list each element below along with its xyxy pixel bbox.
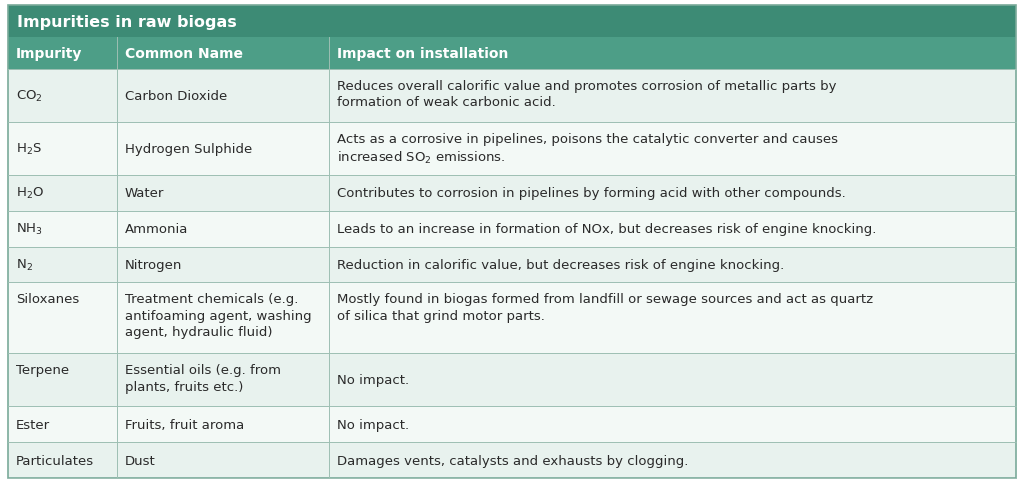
Text: Terpene: Terpene [16,363,70,377]
Bar [8,211,1016,247]
Bar [8,353,1016,406]
Bar [8,175,1016,211]
Text: N$_2$: N$_2$ [16,257,33,272]
Text: CO$_2$: CO$_2$ [16,89,43,104]
Bar [8,247,1016,283]
Text: Leads to an increase in formation of NOx, but decreases risk of engine knocking.: Leads to an increase in formation of NOx… [337,223,876,236]
Text: Reduction in calorific value, but decreases risk of engine knocking.: Reduction in calorific value, but decrea… [337,258,783,272]
Text: Hydrogen Sulphide: Hydrogen Sulphide [125,142,252,155]
Text: Fruits, fruit aroma: Fruits, fruit aroma [125,418,244,431]
Text: Dust: Dust [125,454,156,467]
Bar [8,38,1016,70]
Text: NH$_3$: NH$_3$ [16,222,43,237]
Text: Impact on installation: Impact on installation [337,47,508,61]
Text: Water: Water [125,187,164,200]
Text: Impurities in raw biogas: Impurities in raw biogas [17,15,237,30]
Bar [8,283,1016,353]
Text: No impact.: No impact. [337,418,409,431]
Text: Reduces overall calorific value and promotes corrosion of metallic parts by
form: Reduces overall calorific value and prom… [337,80,836,109]
Text: H$_2$S: H$_2$S [16,141,42,156]
Bar [8,406,1016,442]
Text: Ester: Ester [16,418,50,431]
Bar [8,70,1016,122]
Text: Damages vents, catalysts and exhausts by clogging.: Damages vents, catalysts and exhausts by… [337,454,688,467]
Bar [8,442,1016,478]
Text: Carbon Dioxide: Carbon Dioxide [125,90,227,103]
Text: H$_2$O: H$_2$O [16,186,44,201]
Text: Mostly found in biogas formed from landfill or sewage sources and act as quartz
: Mostly found in biogas formed from landf… [337,293,872,322]
Text: No impact.: No impact. [337,374,409,386]
Text: Acts as a corrosive in pipelines, poisons the catalytic converter and causes
inc: Acts as a corrosive in pipelines, poison… [337,133,838,166]
Text: Treatment chemicals (e.g.
antifoaming agent, washing
agent, hydraulic fluid): Treatment chemicals (e.g. antifoaming ag… [125,293,311,339]
Text: Ammonia: Ammonia [125,223,188,236]
Text: Impurity: Impurity [16,47,82,61]
Text: Siloxanes: Siloxanes [16,293,79,306]
Text: Contributes to corrosion in pipelines by forming acid with other compounds.: Contributes to corrosion in pipelines by… [337,187,845,200]
Text: Essential oils (e.g. from
plants, fruits etc.): Essential oils (e.g. from plants, fruits… [125,363,281,393]
Text: Common Name: Common Name [125,47,243,61]
Bar [8,6,1016,38]
Text: Nitrogen: Nitrogen [125,258,182,272]
Text: Particulates: Particulates [16,454,94,467]
Bar [8,122,1016,175]
